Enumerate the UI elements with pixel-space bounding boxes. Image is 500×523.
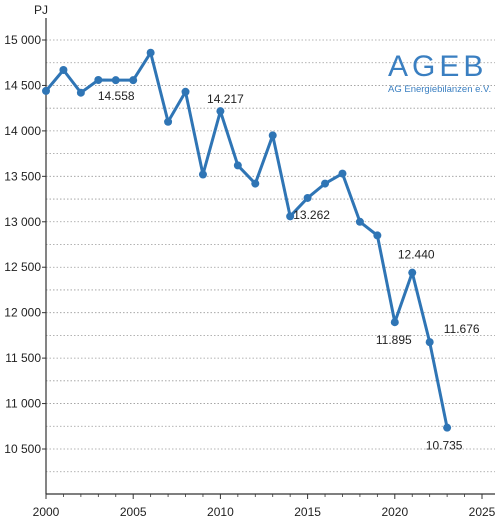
data-point (233, 161, 242, 170)
y-tick-label: 11 000 (5, 397, 41, 411)
ageb-logo: AGEB AG Energiebilanzen e.V. (388, 50, 492, 96)
series-line (44, 51, 449, 428)
data-labels: 14.558 14.217 13.262 11.895 12.440 11.676 10.7… (98, 89, 480, 452)
y-tick-label: 14 500 (4, 78, 41, 92)
data-point (286, 212, 295, 221)
data-point (355, 217, 364, 226)
data-label: 14.217 (207, 92, 244, 106)
y-tick-label: 11 500 (5, 351, 41, 365)
data-label: 11.676 (444, 322, 480, 336)
y-tick-label: 15 000 (4, 33, 41, 47)
data-point (181, 87, 190, 96)
x-tick-label: 2020 (381, 505, 408, 519)
x-tick-label: 2025 (469, 505, 496, 519)
data-point (94, 75, 103, 84)
logo-subtitle: AG Energiebilanzen e.V. (388, 84, 492, 95)
data-point (198, 170, 207, 179)
data-point (146, 48, 155, 57)
y-tick-label: 10 500 (4, 442, 41, 456)
data-point (111, 76, 120, 85)
y-axis-unit: PJ (34, 3, 48, 17)
logo-name: AGEB (388, 50, 488, 83)
axes (45, 18, 495, 495)
data-point (76, 88, 85, 97)
data-point (408, 268, 417, 277)
data-point (59, 65, 68, 74)
data-label: 14.558 (98, 89, 135, 103)
data-point (390, 318, 399, 327)
data-point (129, 76, 138, 85)
data-point (443, 423, 452, 432)
gridlines (46, 39, 495, 473)
y-tick-label: 13 500 (4, 169, 41, 183)
y-tick-label: 12 000 (4, 306, 41, 320)
y-tick-label: 14 000 (4, 124, 41, 138)
series-energy-consumption (42, 48, 452, 432)
data-label: 11.895 (376, 333, 412, 347)
y-tick-label: 13 000 (4, 215, 41, 229)
y-axis-ticks: 10 500 11 000 11 500 12 000 12 500 13 000 13 5… (4, 33, 46, 456)
data-point (216, 107, 225, 116)
x-tick-label: 2000 (33, 505, 60, 519)
data-label: 13.262 (293, 208, 330, 222)
data-label: 12.440 (398, 248, 435, 262)
data-point (303, 193, 312, 202)
x-axis-ticks: 2000 2005 2010 2015 2020 2025 (33, 494, 496, 519)
data-label: 10.735 (426, 439, 463, 453)
x-tick-label: 2005 (120, 505, 147, 519)
y-tick-label: 12 500 (4, 260, 41, 274)
data-point (373, 231, 382, 240)
data-point (321, 179, 330, 188)
data-point (251, 179, 260, 188)
data-point (268, 131, 277, 140)
data-point (164, 117, 173, 126)
data-point (338, 169, 347, 178)
x-tick-label: 2015 (294, 505, 321, 519)
x-tick-label: 2010 (207, 505, 234, 519)
data-point (425, 338, 434, 347)
data-point (42, 86, 50, 95)
